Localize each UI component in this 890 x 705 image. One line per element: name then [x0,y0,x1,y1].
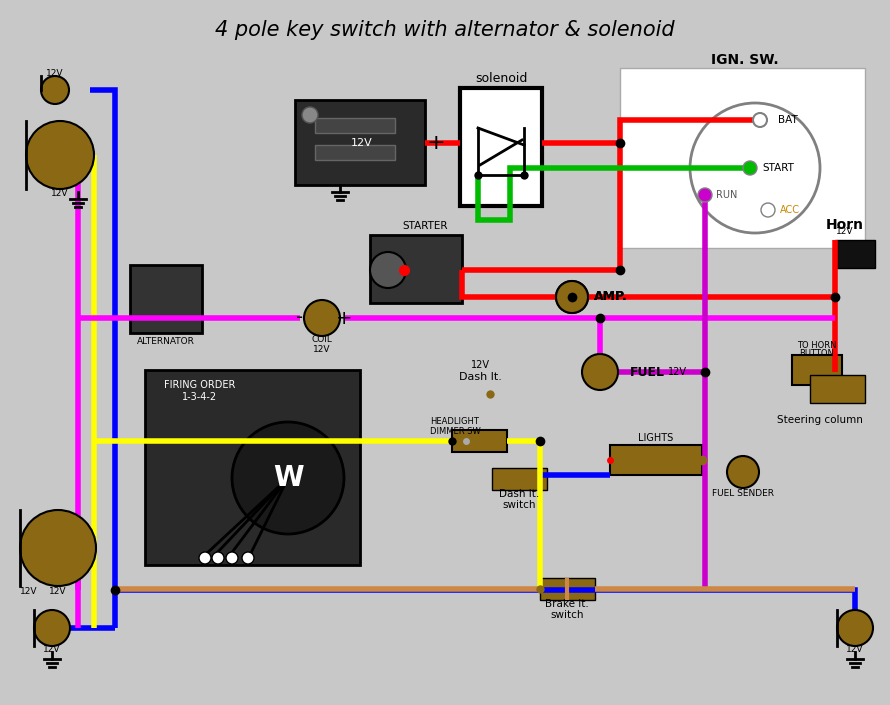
Text: 12V: 12V [52,188,69,197]
Circle shape [302,107,318,123]
Text: ALTERNATOR: ALTERNATOR [137,338,195,346]
Text: Dash lt.: Dash lt. [458,372,501,382]
Circle shape [727,456,759,488]
Circle shape [242,552,254,564]
Text: 12V: 12V [837,228,854,236]
Circle shape [212,552,224,564]
Text: FIRING ORDER: FIRING ORDER [165,380,236,390]
Text: Steering column: Steering column [777,415,863,425]
Text: BAT: BAT [778,115,797,125]
Circle shape [753,113,767,127]
FancyBboxPatch shape [810,375,865,403]
Text: 12V: 12V [313,345,331,355]
Text: switch: switch [502,500,536,510]
Text: 12V: 12V [846,646,864,654]
Circle shape [743,161,757,175]
Circle shape [226,552,238,564]
Circle shape [20,510,96,586]
FancyBboxPatch shape [145,370,360,565]
Text: AMP.: AMP. [594,290,627,303]
Circle shape [34,610,70,646]
Text: LIGHTS: LIGHTS [638,433,674,443]
FancyBboxPatch shape [460,88,542,206]
Text: DIMMER SW: DIMMER SW [430,427,481,436]
FancyBboxPatch shape [835,240,875,268]
FancyBboxPatch shape [370,235,462,303]
FancyBboxPatch shape [610,445,702,475]
Circle shape [556,281,588,313]
Circle shape [41,76,69,104]
FancyBboxPatch shape [792,355,842,385]
Text: START: START [762,163,794,173]
Text: 12V: 12V [46,68,64,78]
Circle shape [837,610,873,646]
Circle shape [761,203,775,217]
Text: STARTER: STARTER [402,221,448,231]
Circle shape [582,354,618,390]
Text: AMP.: AMP. [594,290,627,303]
Text: W: W [272,464,303,492]
Text: COIL: COIL [312,336,333,345]
Text: 12V: 12V [20,587,37,596]
Text: IGN. SW.: IGN. SW. [711,53,779,67]
FancyBboxPatch shape [492,468,547,490]
FancyBboxPatch shape [315,118,395,133]
Text: +: + [426,133,445,153]
Text: RUN: RUN [716,190,738,200]
Circle shape [232,422,344,534]
Text: 12V: 12V [49,587,67,596]
Text: HEADLIGHT: HEADLIGHT [430,417,479,427]
Text: switch: switch [550,610,584,620]
Text: 12V: 12V [44,646,61,654]
FancyBboxPatch shape [130,265,202,333]
Text: 12V: 12V [668,367,687,377]
Text: 4 pole key switch with alternator & solenoid: 4 pole key switch with alternator & sole… [215,20,675,40]
Circle shape [690,103,820,233]
FancyBboxPatch shape [315,145,395,160]
FancyBboxPatch shape [452,430,507,452]
Text: -: - [296,309,303,328]
Text: solenoid: solenoid [474,71,527,85]
Text: 12V: 12V [471,360,490,370]
Text: +: + [336,309,352,328]
Text: Brake lt.: Brake lt. [545,599,589,609]
Text: FUEL SENDER: FUEL SENDER [712,489,774,498]
Text: Horn: Horn [826,218,864,232]
Circle shape [304,300,340,336]
FancyBboxPatch shape [540,578,595,600]
Text: 1-3-4-2: 1-3-4-2 [182,392,217,402]
Circle shape [199,552,211,564]
Text: ACC: ACC [780,205,800,215]
Circle shape [698,188,712,202]
Circle shape [26,121,94,189]
FancyBboxPatch shape [620,68,865,248]
Text: FUEL: FUEL [630,365,665,379]
Circle shape [370,252,406,288]
Text: TO HORN: TO HORN [797,341,837,350]
Text: 12V: 12V [352,138,373,148]
FancyBboxPatch shape [295,100,425,185]
Circle shape [556,281,588,313]
Text: BUTTON: BUTTON [799,350,835,359]
Text: Dash lt.: Dash lt. [499,489,539,499]
